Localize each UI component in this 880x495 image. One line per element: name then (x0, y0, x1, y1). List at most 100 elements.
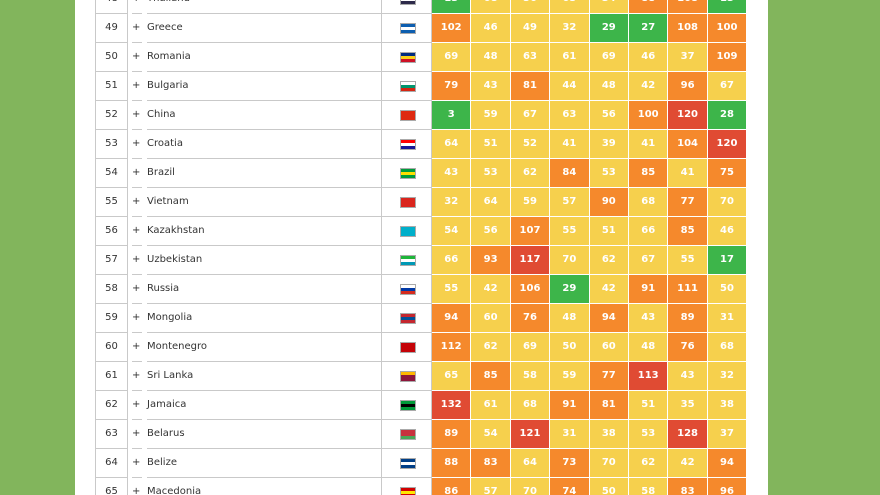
score-cell: 59 (471, 101, 511, 130)
flag (400, 487, 416, 495)
expand-button[interactable]: + (132, 420, 142, 449)
table-row: 48+Thailand13685665348810813 (95, 0, 748, 14)
score-cell: 94 (589, 304, 629, 333)
score-cell: 54 (471, 420, 511, 449)
expand-button[interactable]: + (132, 14, 142, 43)
score-cell: 49 (510, 14, 551, 43)
expand-button[interactable]: + (132, 246, 142, 275)
score-cell: 46 (471, 14, 511, 43)
score-cell: 65 (550, 0, 590, 14)
score-cell: 53 (471, 159, 511, 188)
score-cell: 48 (471, 43, 511, 72)
expand-button[interactable]: + (132, 217, 142, 246)
score-cell: 113 (629, 362, 669, 391)
expand-button[interactable]: + (132, 159, 142, 188)
table-row: 50 + Romania 69 48 63 61 69 46 37 109 (95, 43, 748, 72)
flag-cell (382, 72, 432, 101)
score-cell: 50 (589, 478, 629, 495)
country-name: Brazil (147, 159, 382, 188)
score-cell: 38 (707, 391, 748, 420)
score-cell: 69 (432, 43, 472, 72)
score-cell: 52 (510, 130, 551, 159)
expand-button[interactable]: + (132, 188, 142, 217)
score-cell: 66 (432, 246, 472, 275)
score-cell: 108 (668, 14, 708, 43)
score-cell: 53 (629, 420, 669, 449)
rank: 59 (95, 304, 128, 333)
expand-button[interactable]: + (132, 275, 142, 304)
flag (400, 371, 416, 382)
score-cell: 85 (471, 362, 511, 391)
score-cell: 38 (589, 420, 629, 449)
score-cell: 120 (707, 130, 748, 159)
score-cell: 46 (707, 217, 748, 246)
table-row: 61 + Sri Lanka 65 85 58 59 77 113 43 32 (95, 362, 748, 391)
flag-cell (382, 101, 432, 130)
flag (400, 110, 416, 121)
flag (400, 139, 416, 150)
score-cell: 89 (432, 420, 472, 449)
flag-cell (382, 14, 432, 43)
score-cell: 69 (589, 43, 629, 72)
score-cell: 91 (550, 391, 590, 420)
flag-cell (382, 0, 432, 14)
flag-cell (382, 159, 432, 188)
score-cell: 68 (707, 333, 748, 362)
expand-button[interactable]: + (132, 43, 142, 72)
expand-button[interactable]: + (132, 304, 142, 333)
score-cell: 51 (471, 130, 511, 159)
score-cell: 68 (471, 0, 511, 14)
expand-button[interactable]: + (132, 478, 142, 495)
table-row: 56 + Kazakhstan 54 56 107 55 51 66 85 46 (95, 217, 748, 246)
country-name: Uzbekistan (147, 246, 382, 275)
expand-button[interactable]: + (132, 362, 142, 391)
flag-cell (382, 478, 432, 495)
expand-button[interactable]: + (132, 101, 142, 130)
score-cell: 60 (471, 304, 511, 333)
score-cell: 32 (432, 188, 472, 217)
flag (400, 226, 416, 237)
score-cell: 100 (629, 101, 669, 130)
score-cell: 91 (629, 275, 669, 304)
score-cell: 48 (550, 304, 590, 333)
score-cell: 17 (707, 246, 748, 275)
score-cell: 77 (589, 362, 629, 391)
score-cell: 132 (432, 391, 472, 420)
rank: 49 (95, 14, 128, 43)
score-cell: 109 (707, 43, 748, 72)
score-cell: 112 (432, 333, 472, 362)
expand-button[interactable]: + (132, 72, 142, 101)
score-cell: 88 (629, 0, 669, 14)
score-cell: 41 (668, 159, 708, 188)
score-cell: 85 (668, 217, 708, 246)
score-cell: 37 (707, 420, 748, 449)
table-row: 55 + Vietnam 32 64 59 57 90 68 77 70 (95, 188, 748, 217)
expand-button[interactable]: + (132, 449, 142, 478)
score-cell: 89 (668, 304, 708, 333)
rank: 56 (95, 217, 128, 246)
expand-button[interactable]: + (132, 0, 142, 14)
score-cell: 111 (668, 275, 708, 304)
score-cell: 58 (510, 362, 551, 391)
score-cell: 73 (550, 449, 590, 478)
score-cell: 50 (550, 333, 590, 362)
rank: 62 (95, 391, 128, 420)
score-cell: 94 (707, 449, 748, 478)
score-cell: 42 (471, 275, 511, 304)
expand-button[interactable]: + (132, 130, 142, 159)
score-cell: 42 (629, 72, 669, 101)
score-cell: 13 (707, 0, 748, 14)
flag (400, 342, 416, 353)
flag-cell (382, 449, 432, 478)
score-cell: 29 (589, 14, 629, 43)
flag-cell (382, 391, 432, 420)
expand-button[interactable]: + (132, 391, 142, 420)
flag (400, 168, 416, 179)
flag (400, 429, 416, 440)
score-cell: 35 (668, 391, 708, 420)
score-cell: 39 (589, 130, 629, 159)
flag (400, 458, 416, 469)
score-cell: 84 (550, 159, 590, 188)
expand-button[interactable]: + (132, 333, 142, 362)
